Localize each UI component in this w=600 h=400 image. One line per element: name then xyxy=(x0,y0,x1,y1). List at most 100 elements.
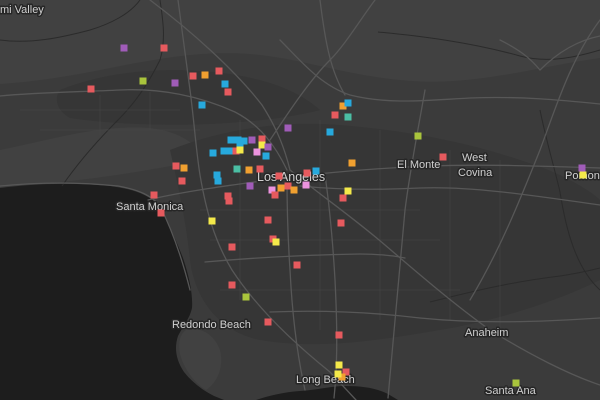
map-marker[interactable] xyxy=(213,171,221,179)
map-marker[interactable] xyxy=(277,184,285,192)
place-label-el-monte: El Monte xyxy=(397,159,440,171)
map-marker[interactable] xyxy=(245,166,253,174)
map-marker[interactable] xyxy=(335,361,343,369)
map-marker[interactable] xyxy=(344,99,352,107)
map-marker[interactable] xyxy=(224,192,232,200)
map-marker[interactable] xyxy=(334,370,342,378)
county-boundary xyxy=(539,109,600,291)
freeway-line xyxy=(0,89,288,171)
map-marker[interactable] xyxy=(262,152,270,160)
map-marker[interactable] xyxy=(208,217,216,225)
place-label-west-covina-line1: West xyxy=(462,152,487,164)
place-label-santa-monica: Santa Monica xyxy=(116,201,184,213)
map-marker[interactable] xyxy=(268,186,276,194)
map-marker[interactable] xyxy=(240,137,248,145)
map-marker[interactable] xyxy=(284,182,292,190)
map-marker[interactable] xyxy=(512,379,520,387)
map-marker[interactable] xyxy=(172,162,180,170)
map-marker[interactable] xyxy=(227,136,235,144)
map-marker[interactable] xyxy=(578,164,586,172)
map-marker[interactable] xyxy=(258,141,266,149)
map-marker[interactable] xyxy=(293,261,301,269)
map-marker[interactable] xyxy=(303,169,311,177)
map-marker[interactable] xyxy=(214,177,222,185)
map-marker[interactable] xyxy=(272,238,280,246)
map-marker[interactable] xyxy=(180,164,188,172)
map-marker[interactable] xyxy=(215,67,223,75)
map-marker[interactable] xyxy=(439,153,447,161)
map-marker[interactable] xyxy=(228,281,236,289)
county-boundary xyxy=(429,267,600,303)
map-marker[interactable] xyxy=(160,44,168,52)
map-marker[interactable] xyxy=(331,111,339,119)
map-marker[interactable] xyxy=(339,194,347,202)
map-marker[interactable] xyxy=(248,136,256,144)
map-marker[interactable] xyxy=(220,147,228,155)
map-marker[interactable] xyxy=(225,147,233,155)
map-marker[interactable] xyxy=(150,191,158,199)
map-marker[interactable] xyxy=(171,79,179,87)
map-marker[interactable] xyxy=(209,149,217,157)
map-marker[interactable] xyxy=(264,143,272,151)
map-marker[interactable] xyxy=(271,191,279,199)
freeway-line xyxy=(177,0,357,400)
map-marker[interactable] xyxy=(342,368,350,376)
map-marker[interactable] xyxy=(232,147,240,155)
map-marker[interactable] xyxy=(189,72,197,80)
urban-area-valley xyxy=(56,70,320,125)
map-marker[interactable] xyxy=(225,197,233,205)
place-label-redondo-beach: Redondo Beach xyxy=(172,319,251,331)
map-marker[interactable] xyxy=(224,88,232,96)
map-marker[interactable] xyxy=(579,171,587,179)
map-marker[interactable] xyxy=(326,128,334,136)
map-marker[interactable] xyxy=(87,85,95,93)
map-marker[interactable] xyxy=(335,331,343,339)
map-marker[interactable] xyxy=(337,219,345,227)
freeway-line xyxy=(269,310,600,323)
map-marker[interactable] xyxy=(275,172,283,180)
map-marker[interactable] xyxy=(339,102,347,110)
map-marker[interactable] xyxy=(201,71,209,79)
map-marker[interactable] xyxy=(246,182,254,190)
map-marker[interactable] xyxy=(264,318,272,326)
harbor-water xyxy=(256,386,398,400)
map-marker[interactable] xyxy=(312,167,320,175)
map-marker[interactable] xyxy=(221,80,229,88)
mountain-terrain-santa-monica xyxy=(0,127,204,187)
map-marker[interactable] xyxy=(344,187,352,195)
map-marker[interactable] xyxy=(338,373,346,381)
map-marker[interactable] xyxy=(233,165,241,173)
map-marker[interactable] xyxy=(120,44,128,52)
map-marker[interactable] xyxy=(258,135,266,143)
freeway-line xyxy=(149,0,600,386)
map-marker[interactable] xyxy=(264,216,272,224)
map-marker[interactable] xyxy=(253,148,261,156)
map-marker[interactable] xyxy=(236,146,244,154)
map-marker[interactable] xyxy=(242,293,250,301)
map-marker[interactable] xyxy=(234,136,242,144)
map-marker[interactable] xyxy=(414,132,422,140)
freeway-line xyxy=(319,0,346,96)
map-marker[interactable] xyxy=(139,77,147,85)
map-marker[interactable] xyxy=(302,181,310,189)
map-marker[interactable] xyxy=(284,124,292,132)
hills-palos-verdes xyxy=(179,328,222,390)
marker-layer xyxy=(87,44,587,387)
mountain-terrain-north xyxy=(0,0,600,84)
freeway-line xyxy=(499,35,600,71)
map-marker[interactable] xyxy=(348,159,356,167)
place-label-long-beach: Long Beach xyxy=(296,374,355,386)
map-marker[interactable] xyxy=(228,243,236,251)
map-marker[interactable] xyxy=(157,209,165,217)
freeway-line xyxy=(387,89,426,399)
map-marker[interactable] xyxy=(178,177,186,185)
map-marker[interactable] xyxy=(256,165,264,173)
map-marker[interactable] xyxy=(290,186,298,194)
map-marker[interactable] xyxy=(198,101,206,109)
place-label-simi-valley: mi Valley xyxy=(0,4,44,16)
place-label-west-covina-line2: Covina xyxy=(458,167,493,179)
map-marker[interactable] xyxy=(344,113,352,121)
